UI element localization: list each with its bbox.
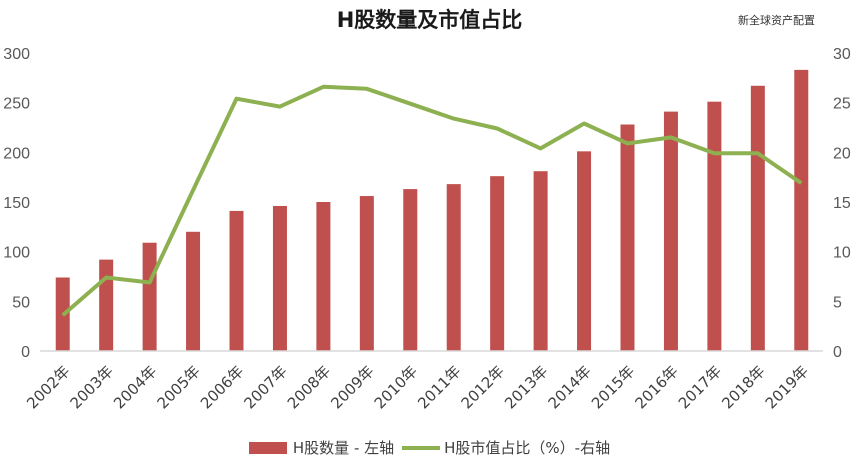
x-tick-label: 2005年 — [154, 362, 204, 412]
bar — [707, 101, 722, 351]
x-tick-label: 2006年 — [197, 362, 247, 412]
x-tick-label: 2004年 — [110, 362, 160, 412]
bar — [620, 124, 635, 352]
bar — [403, 189, 418, 351]
bar — [490, 176, 505, 351]
x-axis-labels: 2002年2003年2004年2005年2006年2007年2008年2009年… — [23, 362, 812, 412]
right-tick-label: 20 — [833, 145, 851, 162]
left-axis: 0 50 100 150 200 250 300 — [3, 46, 30, 361]
bar — [533, 171, 548, 351]
x-tick-label: 2002年 — [23, 362, 73, 412]
x-tick-label: 2012年 — [458, 362, 508, 412]
left-tick-label: 250 — [3, 96, 30, 113]
bar — [272, 205, 287, 351]
x-tick-label: 2008年 — [284, 362, 334, 412]
bar — [750, 85, 765, 351]
bar-swatch-icon — [248, 441, 287, 454]
bar-series — [55, 69, 809, 352]
chart-title: H股数量及市值占比 — [336, 8, 523, 32]
x-tick-label: 2015年 — [588, 362, 638, 412]
x-tick-label: 2013年 — [501, 362, 551, 412]
legend-item-line: H股市值占比（%）-右轴 — [402, 437, 610, 458]
bar — [99, 259, 114, 351]
x-tick-label: 2003年 — [67, 362, 117, 412]
x-tick-label: 2014年 — [545, 362, 595, 412]
x-tick-label: 2011年 — [414, 362, 464, 412]
right-tick-label: 30 — [833, 46, 851, 63]
right-tick-label: 15 — [833, 195, 851, 212]
left-tick-label: 150 — [3, 195, 30, 212]
left-tick-label: 50 — [12, 294, 30, 311]
right-tick-label: 10 — [833, 245, 851, 262]
bar — [229, 210, 244, 351]
bar — [663, 111, 678, 352]
bar — [316, 202, 331, 351]
x-tick-label: 2009年 — [327, 362, 377, 412]
bar — [794, 69, 809, 352]
right-axis: 0 5 10 15 20 25 30 — [833, 46, 851, 361]
x-tick-label: 2016年 — [631, 362, 681, 412]
legend-label: H股市值占比（%）-右轴 — [444, 439, 611, 457]
legend: H股数量 - 左轴 H股市值占比（%）-右轴 — [0, 437, 859, 458]
bar — [142, 242, 157, 351]
bar — [359, 196, 374, 351]
bar — [577, 151, 592, 351]
right-tick-label: 25 — [833, 96, 851, 113]
x-tick-label: 2019年 — [762, 362, 812, 412]
legend-item-bar: H股数量 - 左轴 — [248, 437, 395, 458]
right-tick-label: 0 — [833, 344, 842, 361]
x-tick-label: 2007年 — [240, 362, 290, 412]
x-tick-label: 2018年 — [718, 362, 768, 412]
line-swatch-icon — [402, 445, 441, 450]
left-tick-label: 300 — [3, 46, 30, 63]
left-tick-label: 200 — [3, 145, 30, 162]
x-tick-label: 2010年 — [371, 362, 421, 412]
right-tick-label: 5 — [833, 294, 842, 311]
legend-label: H股数量 - 左轴 — [292, 439, 395, 457]
left-tick-label: 0 — [21, 344, 30, 361]
source-label: 新全球资产配置 — [738, 14, 815, 27]
bar — [446, 184, 461, 351]
line-series — [61, 84, 803, 317]
bar — [186, 231, 201, 351]
left-tick-label: 100 — [3, 245, 30, 262]
x-tick-label: 2017年 — [675, 362, 725, 412]
